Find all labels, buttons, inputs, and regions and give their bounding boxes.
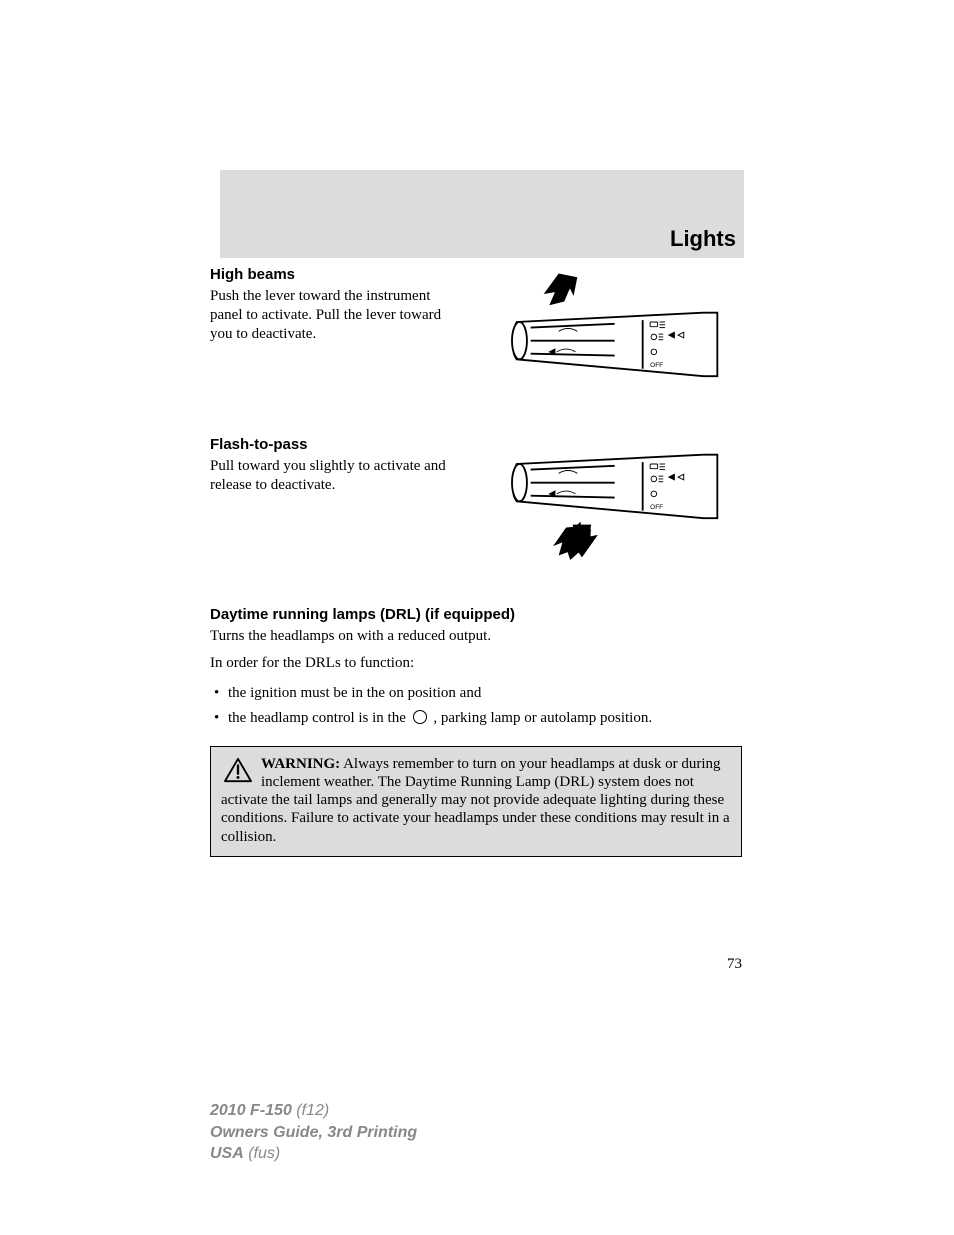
high-beams-heading: High beams [210, 266, 460, 283]
flash-to-pass-figure: OFF [495, 436, 725, 576]
off-position-icon [413, 710, 427, 724]
svg-text:OFF: OFF [650, 362, 663, 369]
footer-model-code: (f12) [292, 1102, 329, 1119]
section-header-band: Lights [220, 170, 744, 258]
page-content: High beams Push the lever toward the ins… [210, 266, 742, 875]
high-beams-body: Push the lever toward the instrument pan… [210, 287, 460, 343]
footer-region-code: (fus) [244, 1145, 280, 1162]
arrow-push-icon [544, 273, 578, 305]
drl-line2: In order for the DRLs to function: [210, 654, 742, 673]
page-number: 73 [727, 956, 742, 973]
drl-bullet-1: the ignition must be in the on position … [210, 681, 742, 707]
drl-bullet-list: the ignition must be in the on position … [210, 681, 742, 732]
footer-model: 2010 F-150 [210, 1102, 292, 1119]
warning-triangle-icon [223, 757, 253, 783]
flash-to-pass-heading: Flash-to-pass [210, 436, 460, 453]
flash-to-pass-body: Pull toward you slightly to activate and… [210, 457, 460, 495]
drl-heading: Daytime running lamps (DRL) (if equipped… [210, 606, 742, 623]
footer: 2010 F-150 (f12) Owners Guide, 3rd Print… [210, 1100, 417, 1165]
warning-box: WARNING: Always remember to turn on your… [210, 746, 742, 857]
footer-region: USA [210, 1145, 244, 1162]
drl-section: Daytime running lamps (DRL) (if equipped… [210, 606, 742, 857]
footer-guide: Owners Guide, 3rd Printing [210, 1122, 417, 1144]
warning-label: WARNING: [261, 756, 340, 772]
drl-bullet-2-pre: the headlamp control is in the [228, 710, 410, 726]
high-beams-section: High beams Push the lever toward the ins… [210, 266, 742, 406]
svg-text:OFF: OFF [650, 504, 663, 511]
drl-bullet-2: the headlamp control is in the , parking… [210, 706, 742, 732]
section-title: Lights [670, 226, 736, 252]
drl-line1: Turns the headlamps on with a reduced ou… [210, 627, 742, 646]
drl-bullet-2-post: , parking lamp or autolamp position. [430, 710, 652, 726]
high-beams-figure: OFF [495, 266, 725, 406]
flash-to-pass-section: Flash-to-pass Pull toward you slightly t… [210, 436, 742, 576]
